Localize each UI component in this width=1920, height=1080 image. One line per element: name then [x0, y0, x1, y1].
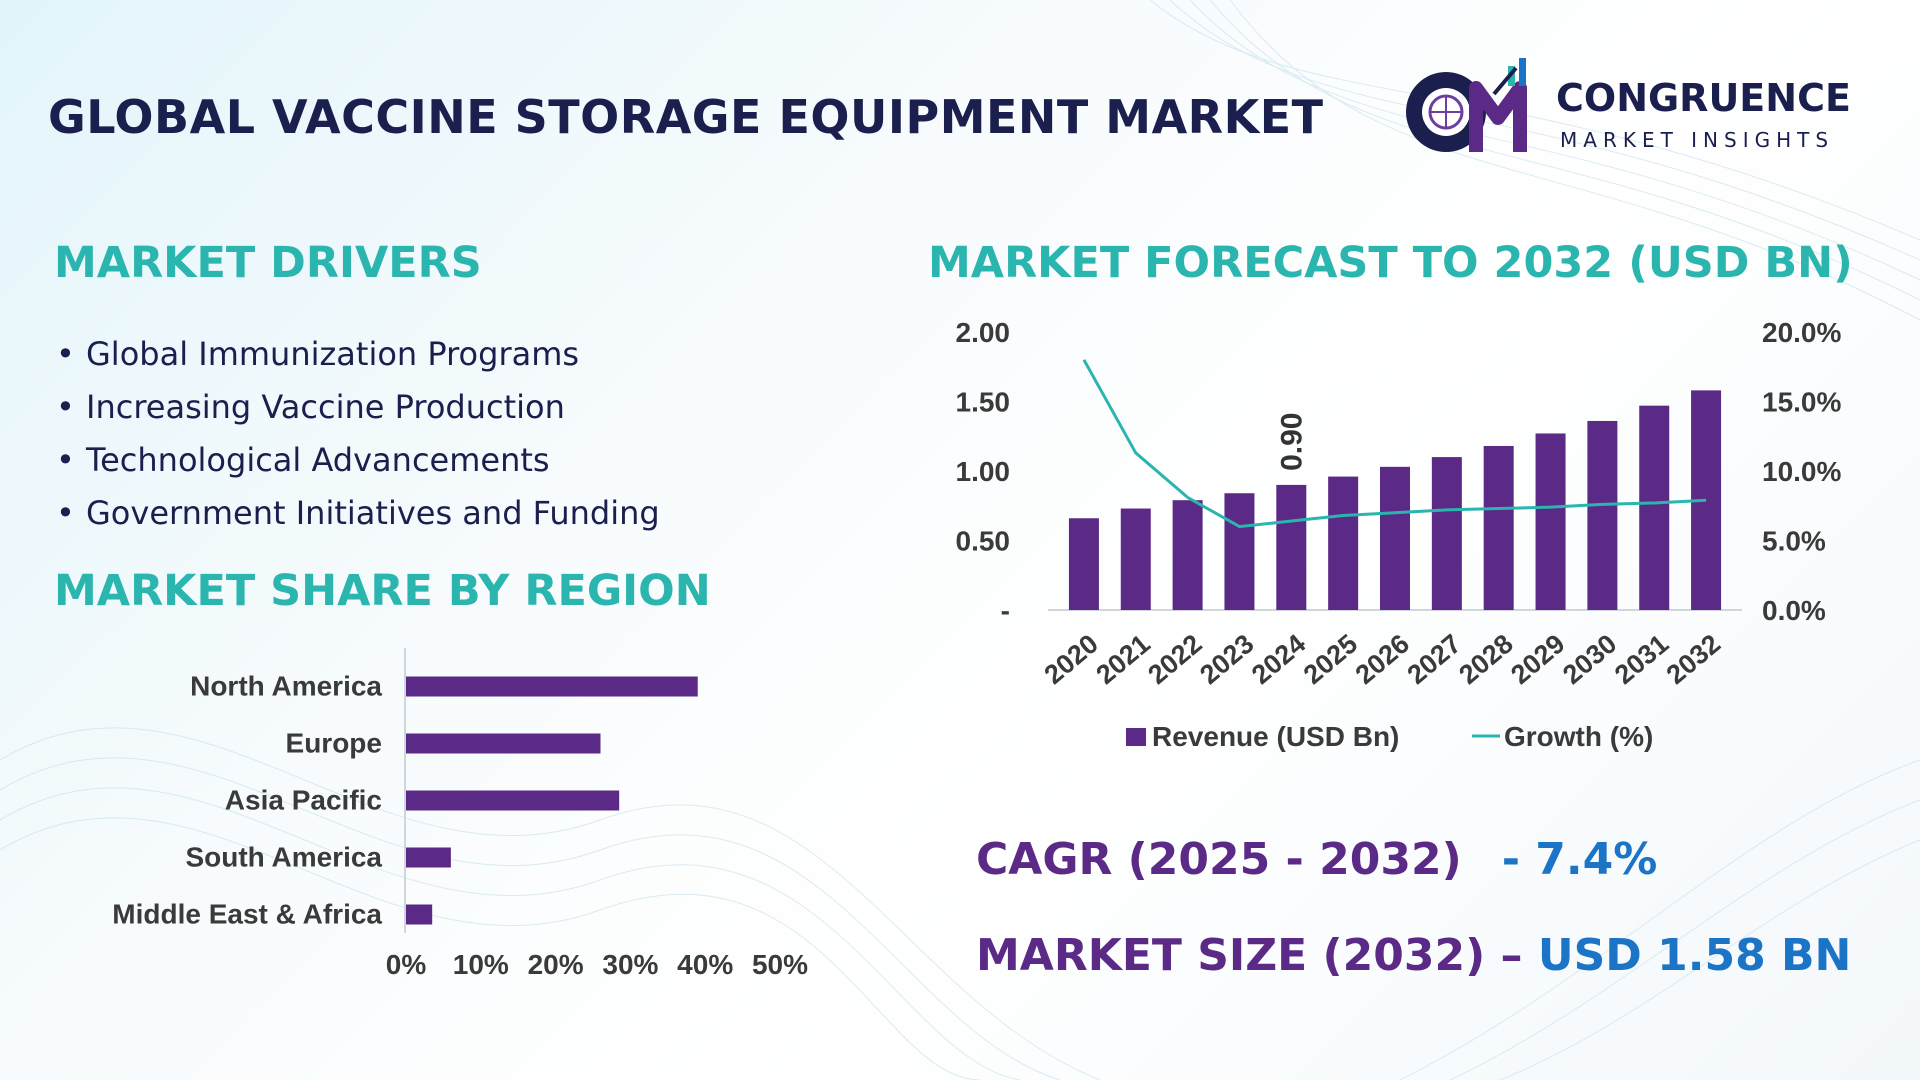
market-size-metric: MARKET SIZE (2032) – USD 1.58 BN: [976, 930, 1851, 981]
page-title: GLOBAL VACCINE STORAGE EQUIPMENT MARKET: [48, 90, 1324, 144]
forecast-chart-title: MARKET FORECAST TO 2032 (USD BN): [928, 238, 1853, 288]
market-size-label: MARKET SIZE (2032) –: [976, 930, 1523, 981]
forecast-y-tick-label: 2.00: [956, 317, 1011, 348]
forecast-y2-tick-label: 5.0%: [1762, 526, 1826, 557]
growth-line: [1082, 359, 1707, 529]
region-label: Europe: [286, 728, 382, 759]
list-item: • Increasing Vaccine Production: [56, 388, 565, 426]
forecast-x-tick-label: 2028: [1453, 628, 1518, 690]
revenue-bar: [1328, 476, 1359, 610]
cagr-label: CAGR (2025 - 2032): [976, 834, 1462, 885]
region-bar: [406, 790, 620, 811]
market-size-value: USD 1.58 BN: [1537, 930, 1852, 981]
revenue-bar: [1224, 493, 1255, 610]
region-x-tick-label: 20%: [528, 949, 584, 980]
forecast-y-tick-label: -: [1001, 595, 1010, 626]
region-x-tick-label: 50%: [752, 949, 808, 980]
revenue-bar: [1068, 518, 1099, 610]
revenue-bar: [1639, 405, 1670, 610]
region-label: North America: [190, 671, 382, 702]
forecast-x-tick-label: 2030: [1557, 628, 1622, 690]
forecast-y2-tick-label: 0.0%: [1762, 595, 1826, 626]
forecast-y2-tick-label: 20.0%: [1762, 317, 1841, 348]
logo-wordmark: CONGRUENCE: [1556, 76, 1851, 120]
forecast-x-tick-label: 2022: [1142, 628, 1207, 690]
revenue-bar: [1431, 457, 1462, 610]
forecast-x-tick-label: 2032: [1661, 628, 1726, 690]
region-bar: [406, 904, 433, 925]
list-item: • Technological Advancements: [56, 441, 550, 479]
list-item: • Government Initiatives and Funding: [56, 494, 660, 532]
revenue-bar: [1587, 420, 1618, 610]
forecast-y-tick-label: 1.50: [956, 387, 1011, 418]
region-bar: [406, 676, 698, 697]
legend-revenue-label: Revenue (USD Bn): [1152, 721, 1399, 752]
revenue-bar: [1276, 484, 1307, 610]
revenue-bar: [1483, 445, 1514, 610]
revenue-bar: [1172, 500, 1203, 610]
legend-revenue-swatch: [1126, 728, 1146, 746]
drivers-list: • Global Immunization Programs • Increasin…: [56, 328, 660, 540]
legend-growth-label: Growth (%): [1504, 721, 1653, 752]
forecast-y2-tick-label: 15.0%: [1762, 387, 1841, 418]
forecast-x-tick-label: 2031: [1609, 628, 1674, 690]
forecast-x-tick-label: 2020: [1039, 628, 1104, 690]
forecast-y-tick-label: 1.00: [956, 456, 1011, 487]
drivers-title: MARKET DRIVERS: [54, 238, 482, 288]
data-label: 0.90: [1275, 413, 1308, 471]
forecast-x-tick-label: 2023: [1194, 628, 1259, 690]
logo-tagline: MARKET INSIGHTS: [1560, 128, 1835, 152]
region-x-tick-label: 30%: [602, 949, 658, 980]
list-item: • Global Immunization Programs: [56, 335, 580, 373]
forecast-x-tick-label: 2029: [1505, 628, 1570, 690]
region-label: South America: [185, 842, 382, 873]
region-label: Middle East & Africa: [112, 899, 382, 930]
forecast-x-tick-label: 2026: [1350, 628, 1415, 690]
forecast-y-tick-label: 0.50: [956, 526, 1011, 557]
company-logo: CONGRUENCE MARKET INSIGHTS: [1398, 54, 1878, 164]
region-x-tick-label: 40%: [677, 949, 733, 980]
cagr-metric: CAGR (2025 - 2032) - 7.4%: [976, 834, 1657, 885]
region-bar: [406, 733, 601, 754]
forecast-x-tick-label: 2021: [1090, 628, 1155, 690]
logo-mark-icon: [1406, 58, 1527, 152]
region-x-tick-label: 10%: [453, 949, 509, 980]
region-bar: [406, 847, 451, 868]
region-label: Asia Pacific: [225, 785, 382, 816]
forecast-chart: - 0.50 1.00 1.50 2.00 0.0% 5.0% 10.0% 15.0% 20.0%…: [956, 317, 1842, 752]
forecast-y2-tick-label: 10.0%: [1762, 456, 1841, 487]
region-share-chart: North America Europe Asia Pacific South Ame…: [112, 648, 808, 980]
revenue-bar: [1535, 433, 1566, 610]
revenue-bar: [1380, 466, 1410, 610]
revenue-bar: [1120, 508, 1151, 610]
region-chart-title: MARKET SHARE BY REGION: [54, 566, 711, 616]
region-x-tick-label: 0%: [386, 949, 427, 980]
forecast-x-tick-label: 2027: [1402, 628, 1467, 690]
cagr-value: - 7.4%: [1501, 834, 1658, 885]
forecast-x-tick-label: 2024: [1246, 628, 1311, 690]
forecast-x-tick-label: 2025: [1298, 628, 1363, 690]
